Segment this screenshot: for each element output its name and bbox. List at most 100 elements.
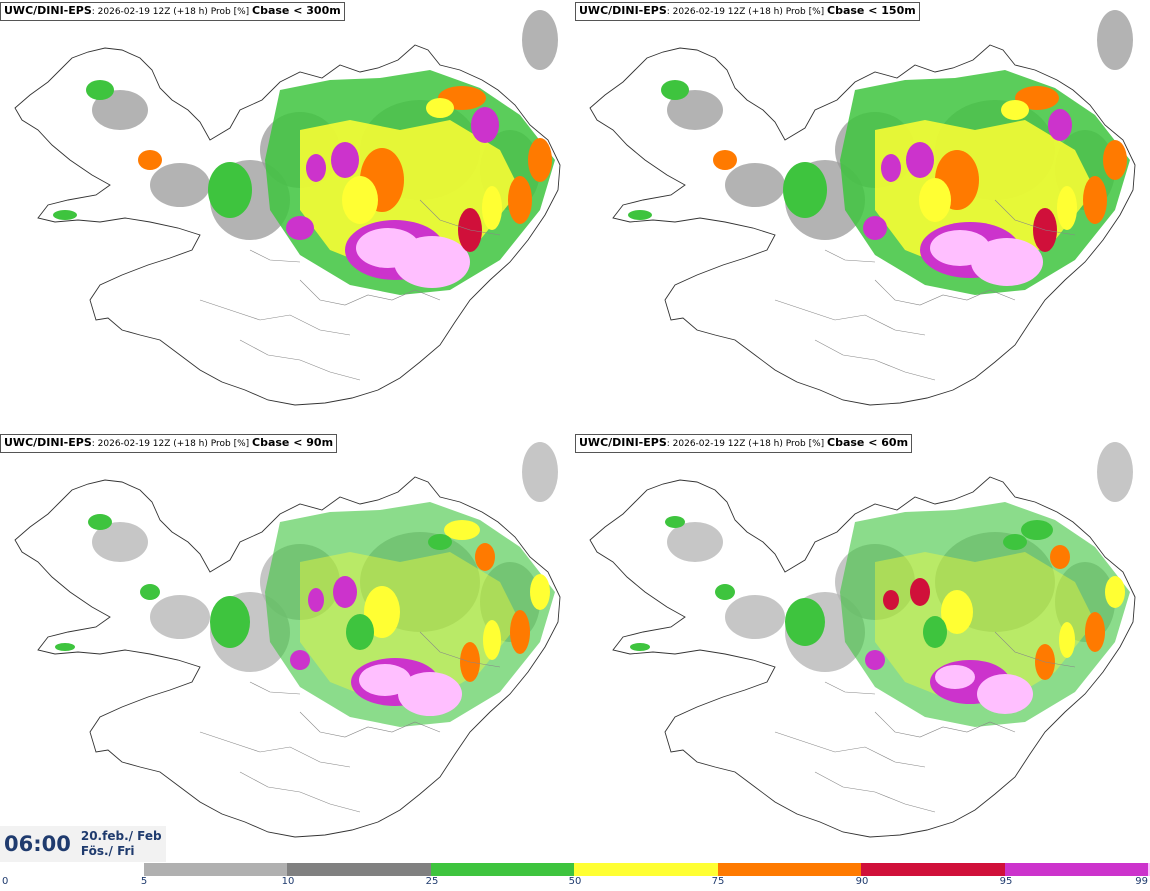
panel-model: UWC/DINI-EPS <box>4 436 92 449</box>
probability-area <box>863 216 887 240</box>
valid-date-weekday: Fös./ Fri <box>80 844 135 858</box>
probability-area <box>1103 140 1127 180</box>
probability-area <box>783 162 827 218</box>
probability-area <box>290 650 310 670</box>
iceland-map <box>589 10 1136 406</box>
region-border <box>774 731 926 768</box>
colorbar-segment <box>717 863 862 876</box>
probability-area <box>471 107 499 143</box>
probability-area <box>359 664 411 696</box>
probability-area <box>883 590 899 610</box>
probability-area <box>510 610 530 654</box>
probability-area <box>508 176 532 224</box>
coastline <box>589 44 1136 406</box>
region-border <box>419 199 501 236</box>
probability-area <box>88 514 112 530</box>
colorbar-segment <box>287 863 431 876</box>
probability-area <box>630 643 650 651</box>
probability-area <box>935 665 975 689</box>
probability-area <box>528 138 552 182</box>
panel-title: UWC/DINI-EPS: 2026-02-19 12Z (+18 h) Pro… <box>575 434 913 453</box>
probability-area-low <box>1097 442 1133 502</box>
coastline <box>589 476 1136 838</box>
panel-model: UWC/DINI-EPS <box>579 436 667 449</box>
probability-area-low <box>150 163 210 207</box>
colorbar-label: 50 <box>568 876 582 887</box>
region-border <box>239 771 361 813</box>
region-border <box>814 771 936 813</box>
probability-area <box>333 576 357 608</box>
colorbar-labels: 0 5 10 25 50 75 90 95 99 <box>0 876 1150 890</box>
iceland-map <box>14 10 561 406</box>
region-border <box>824 249 876 263</box>
probability-area-low <box>150 595 210 639</box>
valid-time: 06:00 <box>4 832 71 856</box>
probability-area <box>1048 109 1072 141</box>
probability-area <box>210 596 250 648</box>
probability-area <box>1085 612 1105 652</box>
probability-area <box>1083 176 1107 224</box>
probability-area <box>483 620 501 660</box>
panel-model: UWC/DINI-EPS <box>4 4 92 17</box>
map-panel-cbase-60: UWC/DINI-EPS: 2026-02-19 12Z (+18 h) Pro… <box>575 432 1150 862</box>
panel-variable: Cbase < 90m <box>252 436 334 449</box>
panel-meta: : 2026-02-19 12Z (+18 h) Prob [%] <box>91 7 253 17</box>
probability-area <box>475 543 495 571</box>
region-border <box>824 681 876 695</box>
iceland-map <box>14 442 561 838</box>
colorbar-label: 95 <box>999 876 1013 887</box>
probability-area <box>138 150 162 170</box>
colorbar-label: 5 <box>140 876 148 887</box>
probability-area <box>628 210 652 220</box>
probability-area-low <box>725 595 785 639</box>
panel-variable: Cbase < 60m <box>827 436 909 449</box>
region-border <box>239 339 361 381</box>
probability-area <box>140 584 160 600</box>
colorbar-label: 90 <box>855 876 869 887</box>
map-panel-cbase-300: UWC/DINI-EPS: 2026-02-19 12Z (+18 h) Pro… <box>0 0 575 430</box>
colorbar-label: 99 <box>1135 876 1148 887</box>
probability-area <box>910 578 930 606</box>
probability-area <box>394 236 470 288</box>
colorbar-label: 10 <box>281 876 295 887</box>
probability-area <box>971 238 1043 286</box>
probability-area <box>444 520 480 540</box>
probability-area <box>208 162 252 218</box>
probability-area <box>364 586 400 638</box>
probability-area <box>53 210 77 220</box>
probability-area <box>1059 622 1075 658</box>
colorbar-label: 0 <box>2 876 9 887</box>
probability-area <box>923 616 947 648</box>
panel-meta: : 2026-02-19 12Z (+18 h) Prob [%] <box>666 439 828 449</box>
probability-area-low <box>92 90 148 130</box>
colorbar-segment <box>1004 863 1149 876</box>
region-border <box>249 681 301 695</box>
probability-area <box>713 150 737 170</box>
panel-model: UWC/DINI-EPS <box>579 4 667 17</box>
panel-variable: Cbase < 150m <box>827 4 916 17</box>
colorbar-label: 25 <box>425 876 439 887</box>
probability-colorbar <box>144 863 1150 876</box>
probability-area <box>286 216 314 240</box>
probability-area <box>306 154 326 182</box>
probability-area <box>1050 545 1070 569</box>
region-border <box>199 299 351 336</box>
probability-area <box>1001 100 1029 120</box>
probability-area-low <box>522 10 558 70</box>
probability-area <box>906 142 934 178</box>
probability-area <box>1021 520 1053 540</box>
probability-area <box>665 516 685 528</box>
probability-area-low <box>667 90 723 130</box>
coastline <box>14 476 561 838</box>
probability-area <box>86 80 114 100</box>
valid-date-day: 20.feb./ Feb <box>80 829 162 843</box>
panel-variable: Cbase < 300m <box>252 4 341 17</box>
probability-area <box>977 674 1033 714</box>
probability-area <box>1057 186 1077 230</box>
colorbar-segment <box>574 863 718 876</box>
probability-area <box>1105 576 1125 608</box>
probability-area <box>342 176 378 224</box>
valid-date: 20.feb./ Feb Fös./ Fri <box>81 829 162 859</box>
region-border <box>814 339 936 381</box>
coastline <box>14 44 561 406</box>
